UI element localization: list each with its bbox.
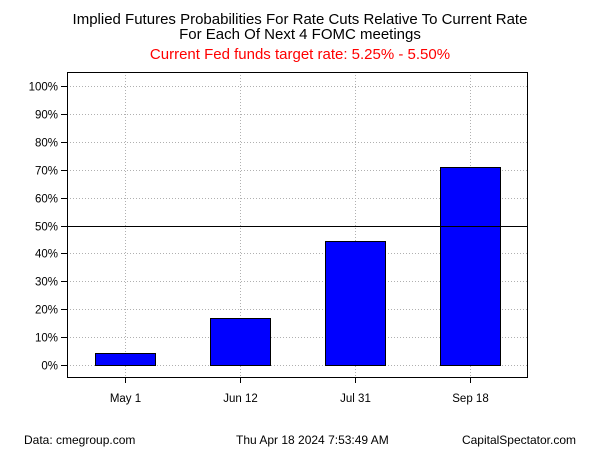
x-axis: May 1 Jun 12 Jul 31 Sep 18 xyxy=(110,377,489,405)
y-tick-label: 60% xyxy=(35,194,58,206)
y-tick-label: 70% xyxy=(35,166,58,178)
data-source-label: Data: cmegroup.com xyxy=(24,433,136,447)
y-tick-label: 20% xyxy=(35,305,58,317)
y-tick-label: 80% xyxy=(35,138,58,150)
chart-title-line-1: Implied Futures Probabilities For Rate C… xyxy=(72,11,528,28)
chart-title-line-2: For Each Of Next 4 FOMC meetings xyxy=(179,26,421,43)
x-tick-label: Jun 12 xyxy=(223,393,258,405)
bar-sep-18 xyxy=(440,167,501,366)
x-tick-label: Sep 18 xyxy=(452,393,488,405)
timestamp-label: Thu Apr 18 2024 7:53:49 AM xyxy=(236,433,389,447)
y-axis: 0% 10% 20% 30% 40% 50% 60% 70% 80% 90% 100% xyxy=(29,82,67,373)
y-tick-label: 30% xyxy=(35,277,58,289)
y-tick-label: 0% xyxy=(41,361,58,373)
bars-layer xyxy=(95,167,501,366)
y-tick-label: 10% xyxy=(35,333,58,345)
bar-may-1 xyxy=(95,353,156,366)
x-tick-label: Jul 31 xyxy=(340,393,371,405)
plot-frame xyxy=(67,72,528,378)
y-tick-label: 100% xyxy=(29,82,58,94)
y-tick-label: 40% xyxy=(35,249,58,261)
chart-subtitle: Current Fed funds target rate: 5.25% - 5… xyxy=(149,46,451,63)
y-tick-label: 90% xyxy=(35,110,58,122)
bar-jul-31 xyxy=(325,241,386,366)
y-tick-label: 50% xyxy=(35,222,58,234)
bar-jun-12 xyxy=(210,318,271,366)
x-tick-label: May 1 xyxy=(110,393,141,405)
brand-label: CapitalSpectator.com xyxy=(461,433,576,447)
